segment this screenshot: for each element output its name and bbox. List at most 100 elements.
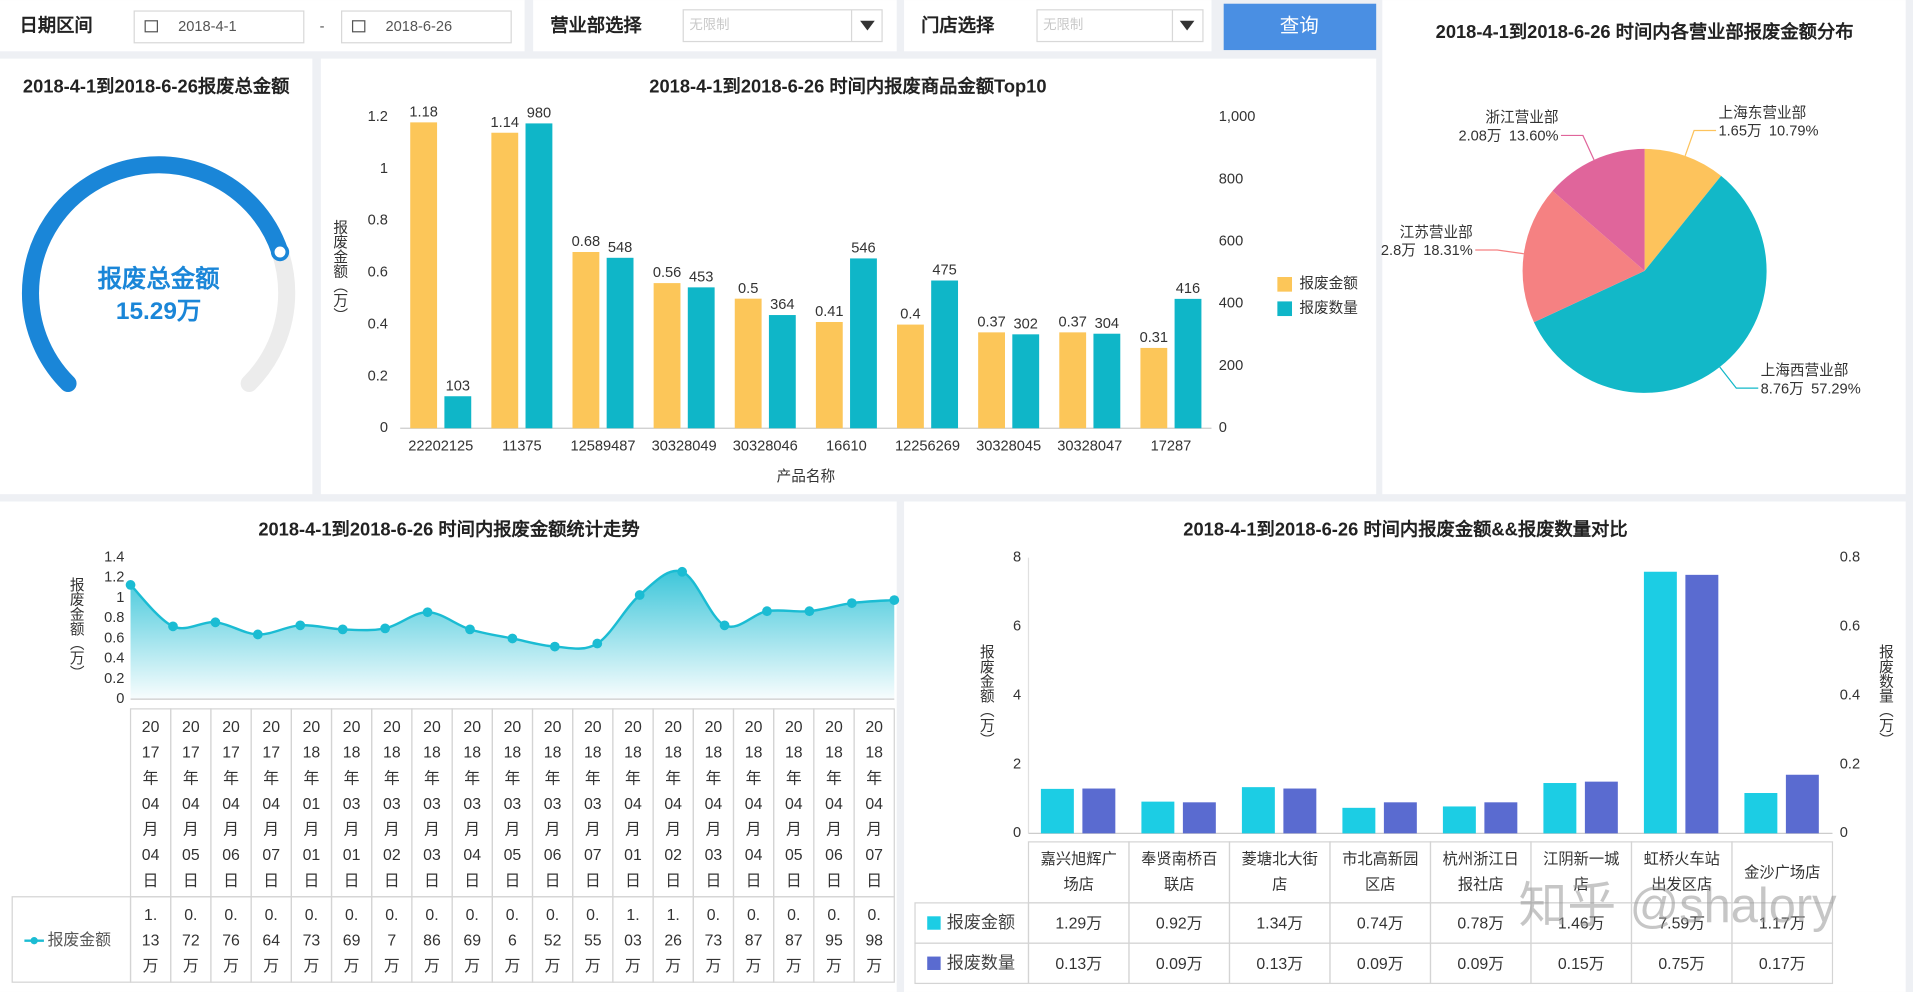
value-cell: 0.87万: [744, 904, 763, 975]
value-cell-box: 0.86万: [423, 905, 441, 975]
date-header: 2018年04月06日: [825, 716, 843, 889]
category-header: 菱塘北大街店: [1241, 850, 1318, 894]
x-tick-label: 30328046: [733, 438, 798, 454]
y2-tick-label: 0: [1219, 420, 1227, 436]
store-select[interactable]: [1036, 9, 1204, 43]
legend-label: 报废金额: [48, 931, 112, 949]
date-header-box: 2018年03月06日: [544, 717, 562, 889]
chart-title: 2018-4-1到2018-6-26 时间内报废金额&&报废数量对比: [1183, 519, 1627, 540]
y2-axis-label: 报废数量（万）: [1877, 644, 1893, 747]
data-label: 453: [689, 269, 713, 285]
point: [677, 566, 688, 577]
bar: [1442, 806, 1476, 834]
value-cell-box: 1.13万: [142, 905, 160, 975]
date-header: 2018年03月01日: [342, 716, 361, 889]
y-tick-label: 0.4: [104, 651, 124, 667]
data-label: 0.5: [738, 281, 758, 297]
date-input[interactable]: [133, 10, 305, 44]
x-tick-label: 30328047: [1057, 438, 1122, 454]
value-cell: 0.09万: [1356, 954, 1404, 973]
slice-percent: 10.79%: [1769, 124, 1819, 140]
bar: [525, 123, 553, 429]
y2-tick-label: 400: [1219, 296, 1243, 312]
value-cell: 0.6万: [504, 904, 521, 975]
value-cell: 1.46万: [1557, 913, 1605, 933]
legend-label: 报废金额: [1299, 275, 1358, 292]
point: [168, 621, 178, 632]
point: [889, 595, 900, 605]
value-cell-box: 0.52万: [544, 905, 562, 975]
date-header-box: 2018年04月06日: [825, 716, 843, 889]
value-cell-box: 0.78万: [1457, 914, 1504, 932]
x-tick-label: 17287: [1151, 438, 1192, 454]
bar: [850, 258, 877, 429]
y-tick-label: 0: [116, 691, 124, 707]
y2-tick-label: 1,000: [1219, 109, 1256, 125]
bar: [1643, 571, 1677, 834]
chart-title: 2018-4-1到2018-6-26 时间内报废商品金额Top10: [649, 76, 1046, 97]
query-button[interactable]: [1223, 3, 1377, 51]
data-label: 0.56: [653, 265, 681, 281]
date-header-box: 2018年03月05日: [504, 717, 522, 889]
value-cell-box: 7.59万: [1658, 914, 1705, 932]
legend-swatch: [927, 916, 941, 930]
value-cell-box: 0.87万: [744, 904, 763, 975]
value-cell: 1.26万: [664, 904, 683, 975]
data-label: 546: [851, 241, 875, 257]
bar: [1383, 802, 1417, 834]
value-cell-box: 1.34万: [1256, 914, 1303, 932]
filter-label: 门店选择: [921, 15, 995, 36]
value-cell-box: 0.6万: [504, 904, 521, 975]
slice-amount: 2.8万: [1381, 243, 1416, 259]
date-header-box: 2018年04月05日: [785, 717, 803, 889]
data-label: 103: [446, 378, 470, 394]
bar: [572, 251, 600, 429]
value-cell: 0.13万: [1256, 954, 1304, 973]
y-axis-label: 报废金额（万）: [68, 577, 84, 680]
date-header-box: 2018年04月02日: [664, 717, 682, 889]
panel: [0, 501, 897, 992]
date-header: 2018年03月04日: [463, 716, 482, 889]
date-header-box: 2018年04月04日: [745, 717, 763, 889]
legend-label: 报废数量: [947, 953, 1015, 972]
separator: -: [320, 19, 325, 35]
bar: [1785, 774, 1819, 834]
table-cell: [1731, 942, 1834, 985]
department-select[interactable]: [682, 9, 883, 43]
slice-value: 2.08万 13.60%: [1458, 129, 1558, 145]
y-tick-label: 0.6: [104, 630, 124, 646]
date-header: 2017年04月04日: [141, 716, 160, 889]
dropdown-arrow: [860, 20, 875, 31]
leader-line: [1475, 249, 1524, 255]
gauge-label: 报废总金额: [98, 265, 221, 293]
table-cell: [1731, 841, 1834, 904]
table-cell: [914, 942, 1030, 985]
bar: [1174, 298, 1202, 429]
data-label: 0.37: [977, 314, 1005, 330]
slice-percent: 18.31%: [1423, 243, 1473, 259]
bar: [815, 321, 843, 429]
legend-swatch: [1277, 277, 1293, 292]
y2-tick-label: 0.2: [1840, 756, 1860, 772]
point: [380, 623, 391, 634]
y-tick-label: 4: [1013, 687, 1021, 703]
x-tick-label: 16610: [826, 438, 867, 454]
value-cell-box: 1.46万: [1557, 913, 1605, 933]
data-label: 416: [1176, 281, 1200, 297]
value-cell-box: 0.17万: [1759, 954, 1806, 972]
y-tick-label: 1: [116, 590, 124, 606]
bar: [734, 298, 762, 429]
date-header-box: 2017年04月04日: [141, 716, 160, 889]
date-header: 2018年03月03日: [423, 716, 441, 889]
y-tick-label: 0.8: [368, 213, 388, 229]
x-tick-label: 30328049: [652, 438, 717, 454]
panel: [0, 58, 313, 495]
table-cell: [11, 896, 132, 983]
y-axis-label: 报废金额（万）: [978, 644, 994, 747]
y-tick-label: 0.2: [104, 671, 124, 687]
date-header-box: 2017年04月07日: [262, 717, 280, 889]
date-input[interactable]: [340, 10, 512, 44]
pie-slice: [1644, 148, 1722, 271]
point: [210, 617, 221, 628]
date-header: 2018年04月07日: [865, 716, 883, 889]
